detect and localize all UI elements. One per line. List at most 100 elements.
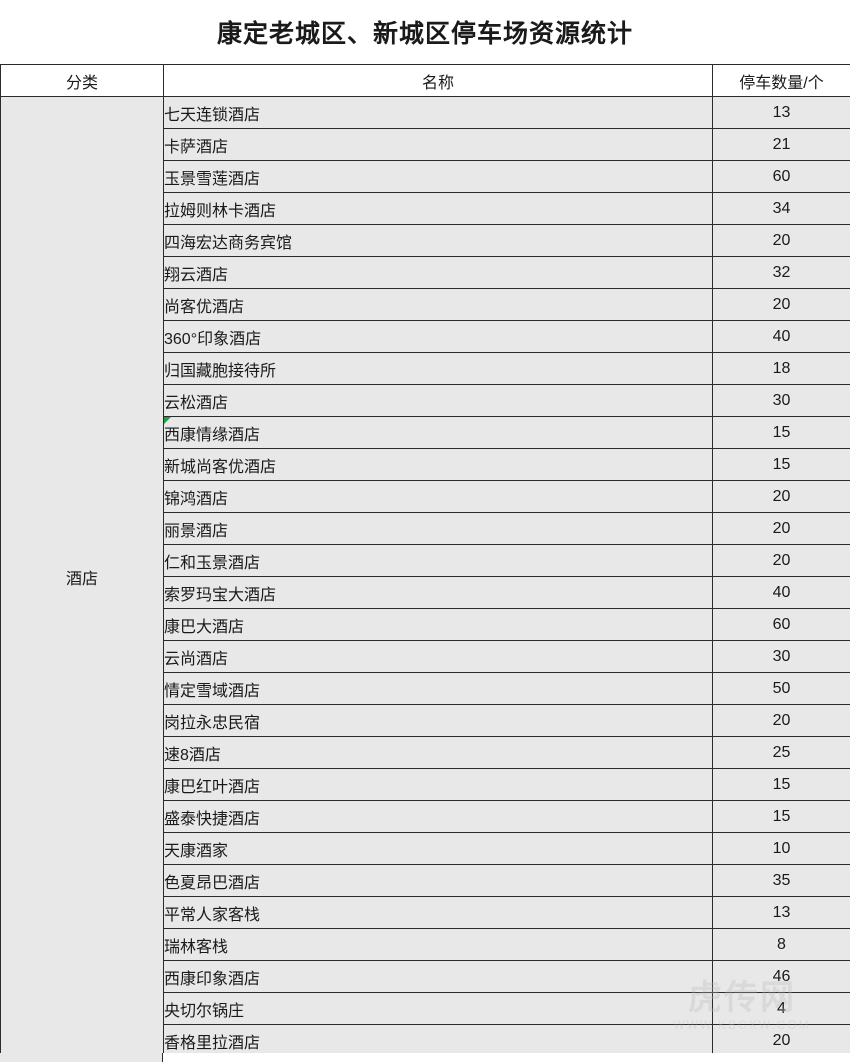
venue-name-label: 锦鸿酒店: [164, 490, 229, 508]
venue-name-label: 新城尚客优酒店: [164, 458, 277, 476]
venue-name-cell: 新城尚客优酒店: [163, 448, 713, 481]
venue-name-cell: 玉景雪莲酒店: [163, 160, 713, 193]
venue-name-cell: 岗拉永忠民宿: [163, 704, 713, 737]
table-row: 西康情缘酒店 15: [1, 416, 850, 449]
parking-count-cell: 20: [712, 512, 850, 545]
parking-count-cell: 20: [712, 480, 850, 513]
venue-name-cell: 拉姆则林卡酒店: [163, 192, 713, 225]
venue-name-label: 卡萨酒店: [164, 138, 229, 156]
parking-count-cell: 50: [712, 672, 850, 705]
cut-off-next-row-category-cell: [0, 1053, 163, 1062]
venue-name-cell: 央切尔锅庄: [163, 992, 713, 1025]
parking-count-cell: 20: [712, 224, 850, 257]
table-row: 仁和玉景酒店 20: [1, 544, 850, 577]
parking-count-cell: 60: [712, 160, 850, 193]
page-title: 康定老城区、新城区停车场资源统计: [216, 21, 633, 48]
venue-name-label: 丽景酒店: [164, 522, 229, 540]
comment-marker-icon: [164, 417, 171, 424]
table-row: 归国藏胞接待所 18: [1, 352, 850, 385]
venue-name-label: 香格里拉酒店: [164, 1034, 261, 1052]
parking-count-cell: 15: [712, 416, 850, 449]
parking-count-cell: 40: [712, 576, 850, 609]
venue-name-cell: 色夏昂巴酒店: [163, 864, 713, 897]
venue-name-label: 翔云酒店: [164, 266, 229, 284]
venue-name-label: 四海宏达商务宾馆: [164, 234, 293, 252]
parking-count-cell: 46: [712, 960, 850, 993]
venue-name-cell: 瑞林客栈: [163, 928, 713, 961]
table-row: 康巴红叶酒店 15: [1, 768, 850, 801]
venue-name-label: 康巴大酒店: [164, 618, 245, 636]
table-row: 四海宏达商务宾馆 20: [1, 224, 850, 257]
table-body: 酒店 七天连锁酒店 13 卡萨酒店 21 玉景雪莲酒店 60 拉姆则林卡酒店 34 四海宏达商务宾…: [0, 96, 850, 1057]
parking-count-cell: 13: [712, 896, 850, 929]
parking-count-cell: 32: [712, 256, 850, 289]
venue-name-label: 归国藏胞接待所: [164, 362, 277, 380]
venue-name-cell: 西康情缘酒店: [163, 416, 713, 449]
venue-name-cell: 卡萨酒店: [163, 128, 713, 161]
venue-name-label: 岗拉永忠民宿: [164, 714, 261, 732]
parking-count-cell: 4: [712, 992, 850, 1025]
venue-name-cell: 四海宏达商务宾馆: [163, 224, 713, 257]
column-header-name: 名称: [163, 64, 713, 97]
venue-name-label: 云松酒店: [164, 394, 229, 412]
table-row: 锦鸿酒店 20: [1, 480, 850, 513]
venue-name-cell: 翔云酒店: [163, 256, 713, 289]
table-row: 速8酒店 25: [1, 736, 850, 769]
parking-count-cell: 20: [712, 544, 850, 577]
table-row: 尚客优酒店 20: [1, 288, 850, 321]
venue-name-cell: 天康酒家: [163, 832, 713, 865]
column-header-count: 停车数量/个: [712, 64, 850, 97]
venue-name-cell: 七天连锁酒店: [163, 96, 713, 129]
table-row: 酒店 七天连锁酒店 13: [0, 96, 850, 1057]
table-row: 新城尚客优酒店 15: [1, 448, 850, 481]
table-row: 瑞林客栈 8: [1, 928, 850, 961]
venue-name-label: 情定雪域酒店: [164, 682, 261, 700]
parking-count-cell: 25: [712, 736, 850, 769]
parking-count-cell: 8: [712, 928, 850, 961]
table-row: 平常人家客栈 13: [1, 896, 850, 929]
table-row: 岗拉永忠民宿 20: [1, 704, 850, 737]
venue-name-label: 西康印象酒店: [164, 970, 261, 988]
venue-name-label: 索罗玛宝大酒店: [164, 586, 277, 604]
venue-name-label: 西康情缘酒店: [164, 426, 261, 444]
venue-name-label: 玉景雪莲酒店: [164, 170, 261, 188]
venue-name-cell: 康巴红叶酒店: [163, 768, 713, 801]
table-row: 拉姆则林卡酒店 34: [1, 192, 850, 225]
venue-name-cell: 归国藏胞接待所: [163, 352, 713, 385]
venue-name-label: 仁和玉景酒店: [164, 554, 261, 572]
parking-count-cell: 20: [712, 704, 850, 737]
venue-name-label: 360°印象酒店: [164, 330, 262, 348]
venue-name-cell: 云松酒店: [163, 384, 713, 417]
venue-name-label: 康巴红叶酒店: [164, 778, 261, 796]
venue-name-cell: 云尚酒店: [163, 640, 713, 673]
venue-name-label: 七天连锁酒店: [164, 106, 261, 124]
venue-name-cell: 360°印象酒店: [163, 320, 713, 353]
category-cell: 酒店: [0, 96, 164, 1057]
venue-name-cell: 西康印象酒店: [163, 960, 713, 993]
venue-name-cell: 速8酒店: [163, 736, 713, 769]
parking-count-cell: 30: [712, 640, 850, 673]
parking-count-cell: 30: [712, 384, 850, 417]
table-row: 西康印象酒店 46: [1, 960, 850, 993]
parking-count-cell: 15: [712, 448, 850, 481]
table-header-row: 分类 名称 停车数量/个: [0, 64, 850, 97]
venue-name-cell: 香格里拉酒店: [163, 1024, 713, 1057]
table-row: 丽景酒店 20: [1, 512, 850, 545]
parking-count-cell: 60: [712, 608, 850, 641]
venue-name-cell: 情定雪域酒店: [163, 672, 713, 705]
venue-name-label: 央切尔锅庄: [164, 1002, 245, 1020]
table-row: 色夏昂巴酒店 35: [1, 864, 850, 897]
table-row: 翔云酒店 32: [1, 256, 850, 289]
venue-name-label: 尚客优酒店: [164, 298, 245, 316]
parking-count-cell: 40: [712, 320, 850, 353]
venue-name-cell: 索罗玛宝大酒店: [163, 576, 713, 609]
venue-name-label: 平常人家客栈: [164, 906, 261, 924]
venue-name-label: 盛泰快捷酒店: [164, 810, 261, 828]
table-row: 央切尔锅庄 4: [1, 992, 850, 1025]
title-band: 康定老城区、新城区停车场资源统计: [0, 0, 850, 64]
venue-name-label: 色夏昂巴酒店: [164, 874, 261, 892]
venue-name-cell: 锦鸿酒店: [163, 480, 713, 513]
venue-name-label: 拉姆则林卡酒店: [164, 202, 277, 220]
venue-name-cell: 仁和玉景酒店: [163, 544, 713, 577]
